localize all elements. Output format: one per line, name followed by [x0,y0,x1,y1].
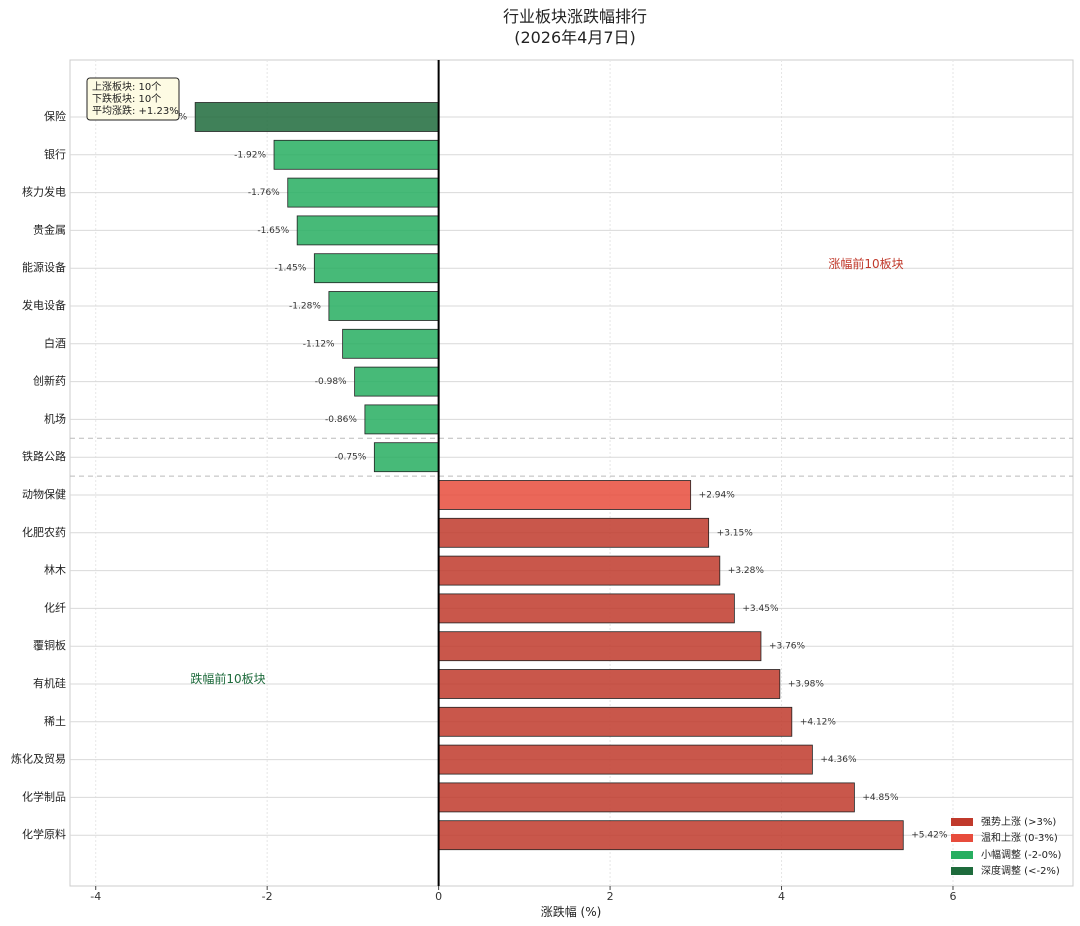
legend-label-strong-up: 强势上涨 (>3%) [981,815,1056,828]
bar-稀土 [438,706,793,737]
info-line-avg: 平均涨跌: +1.23% [92,104,179,117]
category-label: 创新药 [33,374,66,388]
category-label: 化肥农药 [22,525,66,539]
value-label: +4.12% [800,717,837,727]
legend: 强势上涨 (>3%) 温和上涨 (0-3%) 小幅调整 (-2-0%) 深度调整… [951,815,1062,877]
value-label: +3.45% [742,604,779,614]
bar-覆铜板 [438,631,762,662]
category-label: 覆铜板 [33,638,66,652]
chart-title-line2: (2026年4月7日) [514,28,636,47]
bar-化肥农药 [438,517,710,548]
bar-炼化及贸易 [438,744,813,775]
category-label: 化学原料 [22,827,66,841]
bar-白酒 [342,328,440,359]
bar-化学制品 [438,782,855,813]
value-label: +3.28% [728,566,765,576]
legend-swatch-mild-up [951,834,973,842]
category-label: 稀土 [44,715,66,728]
x-tick-label: -2 [262,890,273,903]
value-label: -1.92% [234,150,266,160]
bar-机场 [364,404,440,435]
value-label: -0.98% [315,377,347,387]
losers-annotation: 跌幅前10板块 [190,671,265,686]
bar-能源设备 [313,253,440,284]
value-label: -1.12% [303,339,335,349]
axes: 保险银行核力发电贵金属能源设备发电设备白酒创新药机场铁路公路动物保健化肥农药林木… [11,60,956,903]
category-label: 核力发电 [22,185,66,199]
value-label: +2.94% [699,491,736,501]
bars [194,102,904,851]
legend-label-mild-up: 温和上涨 (0-3%) [981,832,1058,844]
value-label: -1.76% [248,188,280,198]
x-tick-label: 6 [949,890,956,903]
value-label: -1.65% [257,226,289,236]
bar-铁路公路 [373,442,440,473]
bar-保险 [194,102,440,132]
info-box-frame [86,77,180,121]
category-label: 化学制品 [22,789,66,803]
category-label: 贵金属 [33,222,66,236]
info-box: 上涨板块: 10个 下跌板块: 10个 平均涨跌: +1.23% [86,77,180,121]
bar-化纤 [438,593,735,624]
value-label: +5.42% [911,831,948,841]
value-label: +4.85% [862,793,899,803]
category-label: 银行 [44,147,66,161]
category-label: 白酒 [44,336,66,350]
category-label: 能源设备 [22,260,66,274]
x-tick-label: 4 [778,890,785,903]
value-label: +3.76% [769,642,806,652]
legend-swatch-deep-down [951,867,973,875]
category-label: 铁路公路 [22,450,66,463]
x-axis-title: 涨跌幅 (%) [541,904,602,919]
legend-label-deep-down: 深度调整 (<-2%) [981,864,1060,877]
category-label: 炼化及贸易 [11,752,66,766]
category-label: 化纤 [44,600,66,614]
legend-label-mild-down: 小幅调整 (-2-0%) [981,848,1062,861]
x-tick-label: -4 [90,890,101,903]
category-label: 发电设备 [22,298,66,312]
chart-title-line1: 行业板块涨跌幅排行 [503,7,647,26]
bar-化学原料 [438,820,904,851]
category-label: 保险 [44,109,66,123]
x-tick-label: 0 [435,890,442,903]
bar-银行 [273,139,440,170]
bar-创新药 [354,366,440,397]
value-label: +3.15% [717,528,754,538]
bar-发电设备 [328,291,440,321]
category-label: 有机硅 [33,676,66,690]
x-tick-label: 2 [607,890,614,903]
legend-swatch-mild-down [951,851,973,859]
bar-有机硅 [438,669,781,699]
value-label: -1.45% [274,264,306,274]
value-label: +4.36% [820,755,857,765]
value-label: -0.86% [325,415,357,425]
value-label: -1.28% [289,302,321,312]
info-line-up: 上涨板块: 10个 [92,80,161,93]
category-label: 动物保健 [22,487,66,501]
bar-核力发电 [287,177,440,208]
legend-swatch-strong-up [951,818,973,826]
info-line-down: 下跌板块: 10个 [92,92,161,105]
gainers-annotation: 涨幅前10板块 [828,256,903,271]
bar-动物保健 [438,480,692,510]
bar-贵金属 [296,215,440,246]
bar-林木 [438,555,721,586]
value-label: -0.75% [334,453,366,463]
value-label: +3.98% [788,680,825,690]
category-label: 林木 [44,563,66,577]
category-label: 机场 [44,411,66,425]
